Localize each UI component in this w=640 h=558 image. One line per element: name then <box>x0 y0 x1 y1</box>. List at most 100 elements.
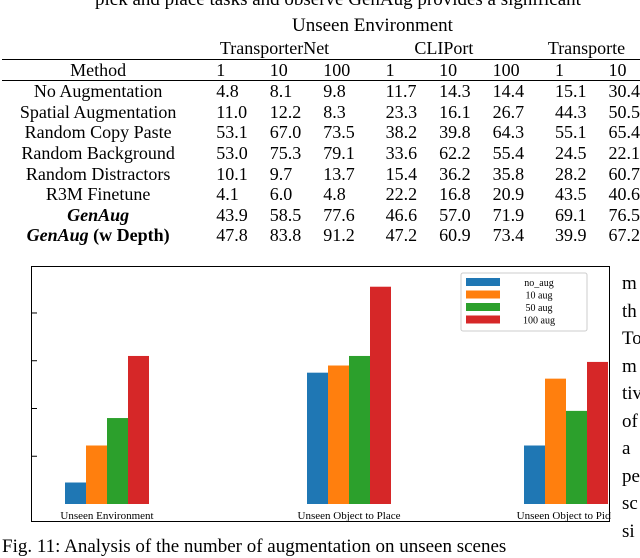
method-name-italic: GenAug <box>27 225 89 245</box>
table-cell: 75.3 <box>248 143 302 164</box>
table-cell: 62.2 <box>417 143 471 164</box>
table-cell: 47.8 <box>194 225 248 246</box>
side-text-fragment: a <box>622 435 640 463</box>
empty-header-cell <box>2 38 194 59</box>
bar-10-aug <box>86 446 107 505</box>
table-cell: 14.3 <box>417 81 471 102</box>
side-text-fragment: m <box>622 353 640 381</box>
table-cell: 69.1 <box>533 205 587 226</box>
method-name: GenAug (w Depth) <box>2 225 194 246</box>
table-cell: 43.9 <box>194 205 248 226</box>
table-cell: 79.1 <box>301 143 355 164</box>
table-cell: 16.1 <box>417 102 471 123</box>
table-cell: 46.6 <box>364 205 418 226</box>
bar-100-aug <box>587 362 608 504</box>
top-paragraph-text: pick and place tasks and observe GenAug … <box>95 0 640 11</box>
table-cell: 22.2 <box>364 184 418 205</box>
table-cell: 11.0 <box>194 102 248 123</box>
legend-swatch <box>466 291 500 299</box>
table-cell: 8.3 <box>301 102 355 123</box>
table-cell: 8.1 <box>248 81 302 102</box>
bar-no-aug <box>65 483 86 504</box>
table-cell: 50.5 <box>587 102 640 123</box>
results-table: TransporterNet CLIPort Transporte Method… <box>2 38 640 246</box>
legend-label: 10 aug <box>526 291 553 302</box>
col-header: 1 <box>533 59 587 81</box>
table-cell: 40.6 <box>587 184 640 205</box>
table-cell: 39.8 <box>417 122 471 143</box>
table-cell: 23.3 <box>364 102 418 123</box>
table-cell: 22.1 <box>587 143 640 164</box>
group-header-cliport: CLIPort <box>364 38 525 59</box>
table-cell: 12.2 <box>248 102 302 123</box>
group-header-transporter-cropped: Transporte <box>533 38 640 59</box>
bar-10-aug <box>545 379 566 504</box>
bar-50-aug <box>349 356 370 504</box>
x-category-label: Unseen Object to Pick <box>517 510 611 522</box>
table-cell: 4.8 <box>194 81 248 102</box>
method-name: GenAug <box>2 205 194 226</box>
table-cell: 28.2 <box>533 164 587 185</box>
table-cell: 83.8 <box>248 225 302 246</box>
table-cell: 36.2 <box>417 164 471 185</box>
col-header: 1 <box>364 59 418 81</box>
method-header: Method <box>2 59 194 81</box>
table-cell: 9.8 <box>301 81 355 102</box>
table-cell: 4.8 <box>301 184 355 205</box>
table-cell: 10.1 <box>194 164 248 185</box>
bar-100-aug <box>370 287 391 504</box>
col-header: 10 <box>417 59 471 81</box>
method-name: Spatial Augmentation <box>2 102 194 123</box>
table-cell: 73.5 <box>301 122 355 143</box>
table-cell: 60.9 <box>417 225 471 246</box>
table-cell: 13.7 <box>301 164 355 185</box>
table-cell: 38.2 <box>364 122 418 143</box>
bar-100-aug <box>128 356 149 504</box>
table-cell: 53.1 <box>194 122 248 143</box>
table-cell: 6.0 <box>248 184 302 205</box>
group-header-transporternet: TransporterNet <box>194 38 355 59</box>
legend-swatch <box>466 278 500 286</box>
legend-swatch <box>466 316 500 324</box>
table-cell: 9.7 <box>248 164 302 185</box>
side-text-fragment: tiv <box>622 380 640 408</box>
table-cell: 24.5 <box>533 143 587 164</box>
side-text-fragment: th <box>622 298 640 326</box>
table-cell: 76.5 <box>587 205 640 226</box>
method-name: Random Background <box>2 143 194 164</box>
table-cell: 55.1 <box>533 122 587 143</box>
x-category-label: Unseen Environment <box>60 510 153 522</box>
table-cell: 30.4 <box>587 81 640 102</box>
x-category-label: Unseen Object to Place <box>298 510 401 522</box>
table-cell: 57.0 <box>417 205 471 226</box>
table-cell: 11.7 <box>364 81 418 102</box>
side-text-fragment: pe <box>622 463 640 491</box>
bar-10-aug <box>328 366 349 504</box>
bar-no-aug <box>307 373 328 504</box>
table-cell: 14.4 <box>471 81 525 102</box>
method-name: Random Distractors <box>2 164 194 185</box>
legend-swatch <box>466 303 500 311</box>
table-cell: 60.7 <box>587 164 640 185</box>
method-name-suffix: (w Depth) <box>89 225 170 245</box>
table-cell: 53.0 <box>194 143 248 164</box>
side-text-fragment: si <box>622 518 640 546</box>
table-cell: 47.2 <box>364 225 418 246</box>
table-title: Unseen Environment <box>292 15 453 37</box>
method-name-italic: GenAug <box>67 205 129 225</box>
table-cell: 58.5 <box>248 205 302 226</box>
legend-label: 50 aug <box>526 303 553 314</box>
table-cell: 91.2 <box>301 225 355 246</box>
side-text-fragment: sc <box>622 490 640 518</box>
side-text-fragment: m <box>622 270 640 298</box>
table-cell: 67.0 <box>248 122 302 143</box>
